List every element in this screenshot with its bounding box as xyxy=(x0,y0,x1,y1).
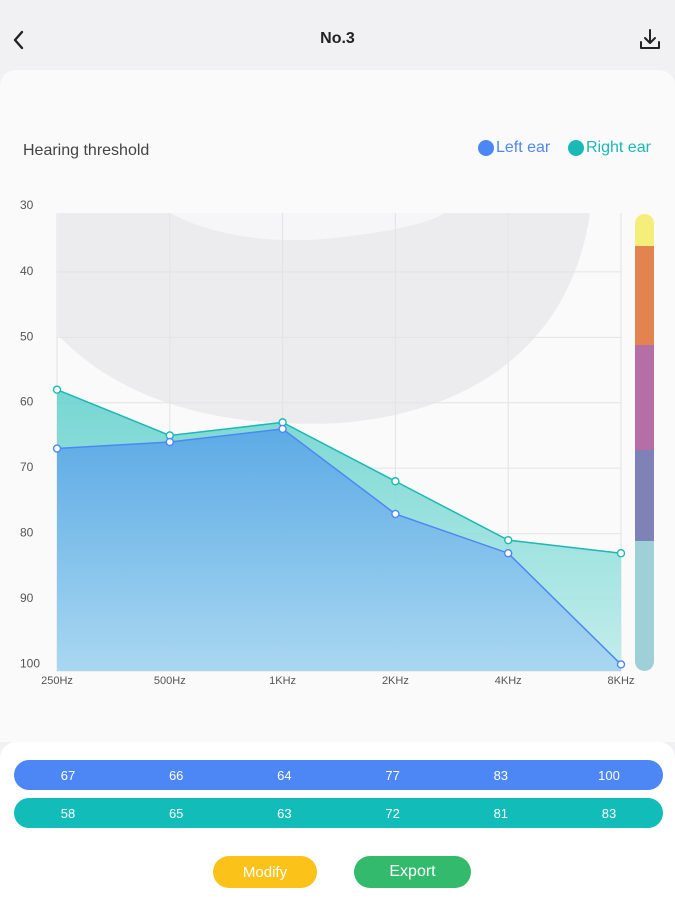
y-tick-label: 70 xyxy=(20,460,34,474)
value-cell[interactable]: 100 xyxy=(598,768,620,783)
point-left-ear[interactable] xyxy=(278,424,287,434)
value-cell[interactable]: 77 xyxy=(385,768,400,783)
top-bar: No.3 xyxy=(0,0,675,72)
x-axis: 250Hz 500Hz 1KHz 2KHz 4KHz 8KHz xyxy=(41,675,634,687)
y-tick-label: 40 xyxy=(20,264,34,278)
value-cell[interactable]: 65 xyxy=(168,806,184,821)
value-cell[interactable]: 81 xyxy=(493,806,509,821)
scale-segment xyxy=(635,345,654,450)
scale-segment xyxy=(635,450,654,541)
ear-watermark-inner xyxy=(170,213,445,241)
line-left-ear xyxy=(56,428,622,665)
point-left-ear[interactable] xyxy=(165,437,175,447)
export-button[interactable]: Export xyxy=(354,856,471,888)
value-cell[interactable]: 83 xyxy=(601,806,617,821)
point-right-ear[interactable] xyxy=(616,549,626,558)
scale-segment xyxy=(635,214,654,246)
x-tick-label: 8KHz xyxy=(608,675,635,687)
severity-scale-bar xyxy=(635,214,654,671)
value-cell[interactable]: 58 xyxy=(60,806,76,821)
point-right-ear[interactable] xyxy=(52,385,62,394)
ear-watermark xyxy=(58,213,590,424)
x-tick-label: 250Hz xyxy=(41,675,73,687)
legend-label-left: Left ear xyxy=(496,139,551,156)
x-tick-label: 1KHz xyxy=(269,675,296,687)
point-left-ear[interactable] xyxy=(504,549,513,558)
right-ear-values-row: 58 65 63 72 81 83 xyxy=(14,798,663,828)
y-tick-label: 100 xyxy=(20,656,40,670)
x-tick-label: 4KHz xyxy=(495,675,522,687)
point-right-ear[interactable] xyxy=(504,535,513,545)
left-ear-values-row: 67 66 64 77 83 100 xyxy=(14,760,663,790)
y-tick-label: 60 xyxy=(20,395,34,409)
area-left-ear xyxy=(57,428,621,671)
page-title: No.3 xyxy=(320,30,355,47)
chevron-left-icon xyxy=(13,30,24,50)
y-axis: 30 40 50 60 70 80 90 100 xyxy=(20,198,40,670)
line-right-ear xyxy=(56,388,622,554)
back-button[interactable] xyxy=(6,26,32,54)
y-tick-label: 90 xyxy=(20,591,34,605)
download-button[interactable] xyxy=(636,26,664,54)
point-right-ear[interactable] xyxy=(391,477,400,486)
y-tick-label: 80 xyxy=(20,526,34,540)
data-points xyxy=(52,385,626,669)
legend-dot-right-icon xyxy=(568,140,584,156)
legend-dot-left-icon xyxy=(478,140,494,156)
modify-button[interactable]: Modify xyxy=(213,856,317,888)
download-icon xyxy=(640,29,660,49)
audiogram-chart: 30 40 50 60 70 80 90 100 250Hz 500Hz 1KHz 2KHz 4KHz… xyxy=(20,198,654,687)
legend-label-right: Right ear xyxy=(586,139,651,156)
value-cell[interactable]: 66 xyxy=(168,768,184,783)
x-tick-label: 2KHz xyxy=(382,675,409,687)
value-cell[interactable]: 67 xyxy=(60,768,76,783)
chart-title: Hearing threshold xyxy=(23,142,150,159)
legend-item-left-ear[interactable]: Left ear xyxy=(478,139,550,157)
x-tick-label: 500Hz xyxy=(154,675,186,687)
value-cell[interactable]: 64 xyxy=(277,768,292,783)
y-tick-label: 50 xyxy=(20,329,34,343)
scale-segment xyxy=(635,541,654,671)
y-tick-label: 30 xyxy=(20,198,34,212)
value-cell[interactable]: 63 xyxy=(277,806,292,821)
point-left-ear[interactable] xyxy=(616,660,626,669)
value-cell[interactable]: 83 xyxy=(493,768,509,783)
point-left-ear[interactable] xyxy=(52,444,62,453)
value-cell[interactable]: 72 xyxy=(385,806,400,821)
scale-segment xyxy=(635,246,654,345)
legend-item-right-ear[interactable]: Right ear xyxy=(568,139,651,157)
point-left-ear[interactable] xyxy=(391,509,400,519)
